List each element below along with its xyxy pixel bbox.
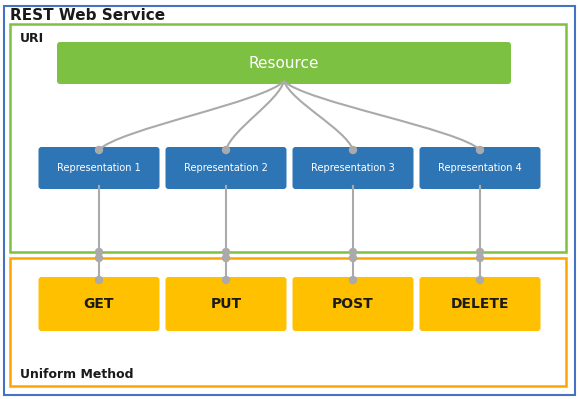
Text: Representation 2: Representation 2 bbox=[184, 163, 268, 173]
Circle shape bbox=[222, 146, 229, 154]
FancyBboxPatch shape bbox=[166, 147, 287, 189]
Circle shape bbox=[222, 255, 229, 261]
Circle shape bbox=[96, 277, 102, 284]
FancyBboxPatch shape bbox=[292, 277, 413, 331]
FancyBboxPatch shape bbox=[10, 24, 566, 252]
FancyBboxPatch shape bbox=[292, 147, 413, 189]
FancyBboxPatch shape bbox=[38, 147, 159, 189]
Text: Uniform Method: Uniform Method bbox=[20, 368, 134, 381]
Text: PUT: PUT bbox=[210, 297, 241, 311]
Circle shape bbox=[477, 249, 483, 255]
Text: Representation 3: Representation 3 bbox=[311, 163, 395, 173]
Text: URI: URI bbox=[20, 32, 44, 45]
FancyBboxPatch shape bbox=[420, 147, 541, 189]
FancyBboxPatch shape bbox=[57, 42, 511, 84]
Circle shape bbox=[350, 277, 357, 284]
Text: REST Web Service: REST Web Service bbox=[10, 8, 165, 23]
Text: GET: GET bbox=[84, 297, 114, 311]
Circle shape bbox=[477, 255, 483, 261]
Circle shape bbox=[222, 277, 229, 284]
Circle shape bbox=[477, 146, 483, 154]
FancyBboxPatch shape bbox=[420, 277, 541, 331]
Text: Representation 1: Representation 1 bbox=[57, 163, 141, 173]
Text: DELETE: DELETE bbox=[450, 297, 510, 311]
FancyBboxPatch shape bbox=[4, 6, 575, 395]
Circle shape bbox=[96, 249, 102, 255]
Text: Representation 4: Representation 4 bbox=[438, 163, 522, 173]
Circle shape bbox=[222, 249, 229, 255]
Circle shape bbox=[96, 146, 102, 154]
Text: POST: POST bbox=[332, 297, 374, 311]
FancyBboxPatch shape bbox=[166, 277, 287, 331]
Circle shape bbox=[96, 255, 102, 261]
FancyBboxPatch shape bbox=[10, 258, 566, 386]
Circle shape bbox=[350, 249, 357, 255]
Circle shape bbox=[350, 255, 357, 261]
Circle shape bbox=[350, 146, 357, 154]
FancyBboxPatch shape bbox=[38, 277, 159, 331]
Circle shape bbox=[477, 277, 483, 284]
Text: Resource: Resource bbox=[249, 55, 319, 71]
